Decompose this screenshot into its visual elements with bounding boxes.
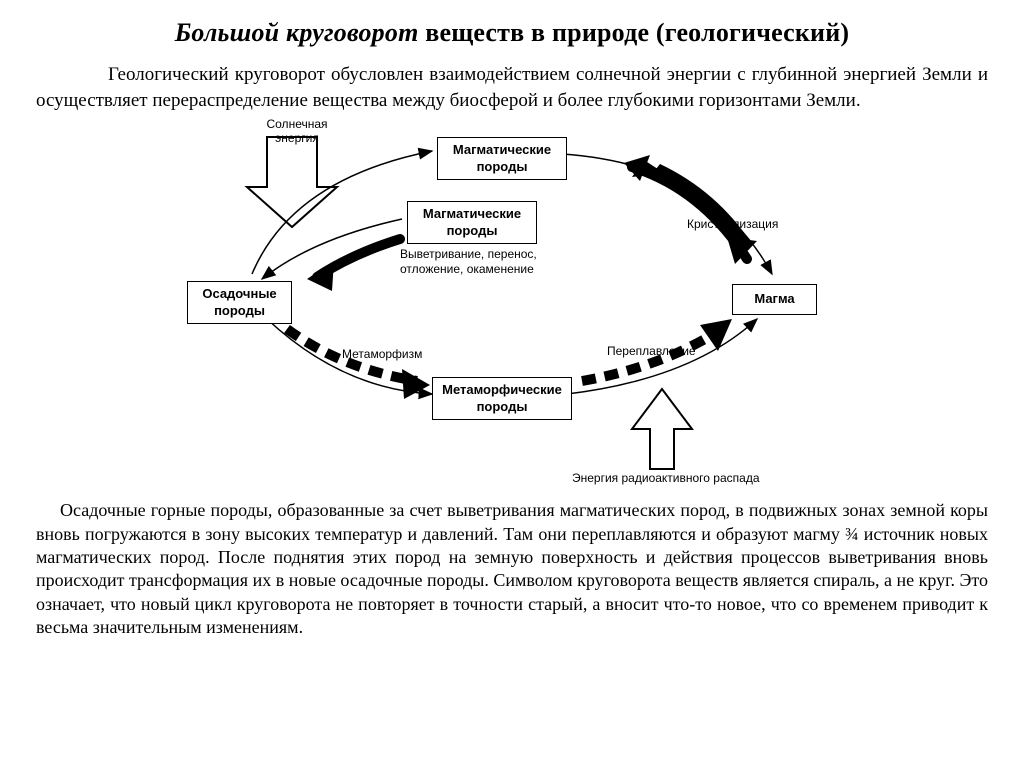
footer-paragraph: Осадочные горные породы, образованные за… [36, 499, 988, 639]
node-sedimentary: Осадочные породы [187, 281, 292, 324]
title-bold: Большой круговорот [175, 18, 419, 47]
label-crystallization: Кристаллизация [687, 217, 778, 232]
metamorphism-arrow-icon [287, 329, 430, 399]
node-magma: Магма [732, 284, 817, 314]
geological-cycle-diagram: Солнечная энергия Энергия радиоактивного… [132, 119, 892, 489]
crystallization-arrow-icon [624, 155, 757, 264]
node-magmatic-mid: Магматические породы [407, 201, 537, 244]
title-rest: веществ в природе (геологический) [419, 18, 850, 47]
page-title: Большой круговорот веществ в природе (ге… [36, 18, 988, 48]
weathering-arrow-icon [307, 239, 400, 291]
intro-paragraph: Геологический круговорот обусловлен взаи… [36, 62, 988, 113]
label-remelting: Переплавление [607, 344, 696, 359]
radioactive-arrow-icon [632, 389, 692, 469]
solar-arrow-icon [247, 137, 337, 227]
node-magmatic-top: Магматические породы [437, 137, 567, 180]
node-metamorphic: Метаморфические породы [432, 377, 572, 420]
radioactive-energy-label: Энергия радиоактивного распада [572, 471, 792, 485]
label-metamorphism: Метаморфизм [342, 347, 422, 362]
solar-energy-label: Солнечная энергия [257, 117, 337, 145]
label-weathering: Выветривание, перенос, отложение, окамен… [400, 247, 570, 277]
